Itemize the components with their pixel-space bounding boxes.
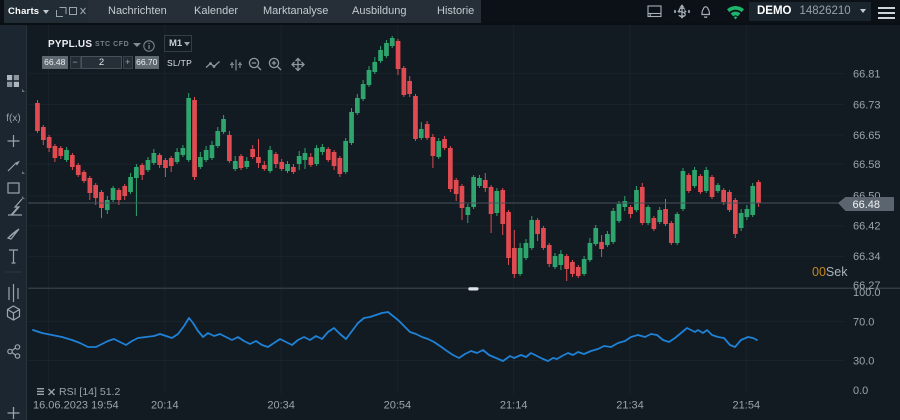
svg-text:f(x): f(x) [6, 113, 20, 124]
svg-text:66.48: 66.48 [853, 199, 881, 211]
svg-text:66.73: 66.73 [853, 99, 881, 111]
svg-text:20:54: 20:54 [384, 400, 412, 412]
svg-text:30.0: 30.0 [853, 355, 874, 367]
svg-text:21:54: 21:54 [733, 400, 761, 412]
svg-text:100.0: 100.0 [853, 287, 881, 299]
svg-text:70.0: 70.0 [853, 316, 874, 328]
svg-text:66.58: 66.58 [853, 159, 881, 171]
svg-text:66.65: 66.65 [853, 130, 881, 142]
svg-text:66.34: 66.34 [853, 251, 881, 263]
svg-text:21:34: 21:34 [616, 400, 644, 412]
svg-text:RSI [14] 51.2: RSI [14] 51.2 [59, 386, 120, 398]
svg-text:66.42: 66.42 [853, 221, 881, 233]
svg-text:00Sek: 00Sek [812, 265, 848, 279]
svg-text:66.27: 66.27 [853, 280, 881, 292]
svg-text:21:14: 21:14 [500, 400, 528, 412]
svg-text:20:14: 20:14 [151, 400, 179, 412]
svg-text:16.06.2023 19:54: 16.06.2023 19:54 [33, 400, 119, 412]
svg-text:0.0: 0.0 [853, 385, 868, 397]
svg-text:20:34: 20:34 [267, 400, 295, 412]
svg-text:66.81: 66.81 [853, 68, 881, 80]
